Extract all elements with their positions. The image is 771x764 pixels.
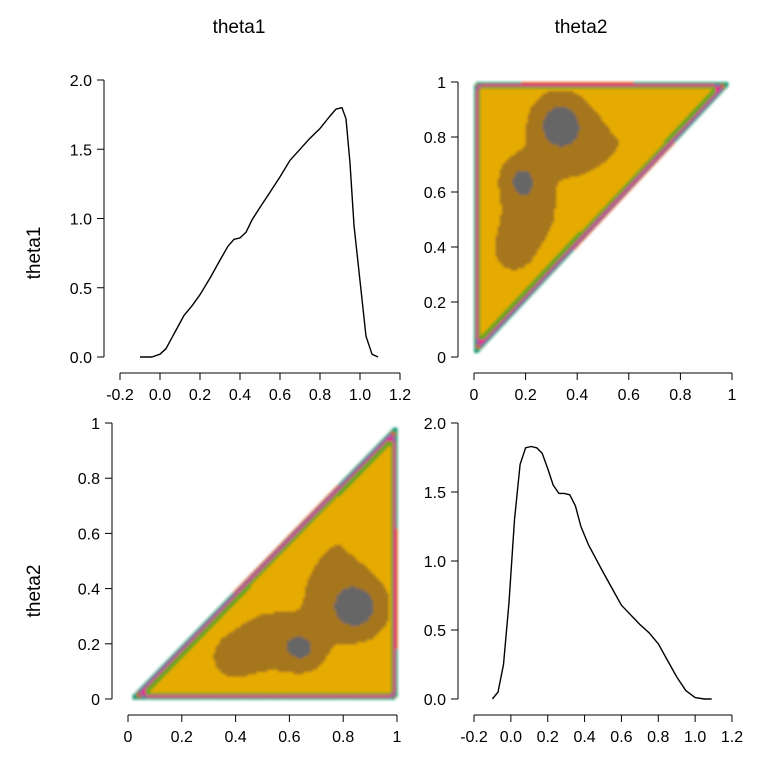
y-tick-label: 2.0: [424, 416, 446, 433]
y-tick-label: 1.5: [424, 485, 446, 502]
x-tick-label: 0.6: [610, 729, 632, 746]
y-tick-label: 0.8: [78, 471, 100, 488]
y-tick-label: 0.5: [70, 281, 92, 298]
x-tick-label: 0.4: [566, 387, 588, 404]
density-panel-theta1: -0.2 0.0 0.2 0.4 0.6 0.8 1.0 1.2 0.0 0.5 1.0 1.5 2.0: [70, 73, 411, 404]
x-tick-label: 0: [124, 729, 133, 746]
y-tick-label: 1.0: [424, 554, 446, 571]
density-panel-theta2: -0.2 0.0 0.2 0.4 0.6 0.8 1.0 1.2 0.0 0.5 1.0 1.5 2.0: [424, 416, 743, 746]
x-axis: 0 0.2 0.4 0.6 0.8 1: [124, 715, 402, 746]
pairs-plot: theta1 theta2 theta1 theta2 -0.2 0.0 0.2 0.…: [0, 0, 771, 759]
x-tick-label: 0.8: [669, 387, 691, 404]
y-tick-label: 1: [91, 416, 100, 433]
x-tick-label: 0.2: [171, 729, 193, 746]
column-header-theta1: theta1: [213, 17, 266, 38]
y-tick-label: 0.0: [424, 692, 446, 709]
x-tick-label: 0.6: [618, 387, 640, 404]
x-tick-label: 0.2: [189, 387, 211, 404]
density-line: [140, 108, 378, 357]
contour-panel-theta2-theta1: 0 0.2 0.4 0.6 0.8 1 0 0.2 0.4 0.6 0.8 1: [424, 75, 737, 404]
x-axis: 0 0.2 0.4 0.6 0.8 1: [470, 373, 737, 404]
x-tick-label: 0.8: [332, 729, 354, 746]
x-tick-label: -0.2: [106, 387, 134, 404]
y-tick-label: 0.6: [424, 185, 446, 202]
y-axis: 0.0 0.5 1.0 1.5 2.0: [424, 416, 458, 709]
y-tick-label: 0.5: [424, 623, 446, 640]
y-tick-label: 1: [437, 75, 446, 92]
y-tick-label: 0: [91, 692, 100, 709]
x-tick-label: 0.0: [149, 387, 171, 404]
y-tick-label: 0.2: [78, 637, 100, 654]
y-tick-label: 2.0: [70, 73, 92, 90]
contour-panel-theta1-theta2: 0 0.2 0.4 0.6 0.8 1 0 0.2 0.4 0.6 0.8 1: [78, 416, 402, 746]
x-tick-label: 0.6: [269, 387, 291, 404]
y-tick-label: 0.8: [424, 130, 446, 147]
density-line: [492, 447, 711, 700]
x-tick-label: 0.6: [278, 729, 300, 746]
y-axis: 0 0.2 0.4 0.6 0.8 1: [424, 75, 458, 367]
column-header-theta2: theta2: [555, 17, 608, 38]
y-tick-label: 0.4: [78, 582, 100, 599]
y-tick-label: 1.0: [70, 212, 92, 229]
x-tick-label: 1.0: [684, 729, 706, 746]
x-tick-label: 1: [393, 729, 402, 746]
x-tick-label: 0.4: [229, 387, 251, 404]
x-axis: -0.2 0.0 0.2 0.4 0.6 0.8 1.0 1.2: [460, 715, 743, 746]
y-axis: 0 0.2 0.4 0.6 0.8 1: [78, 416, 112, 709]
row-header-theta1: theta1: [24, 227, 45, 280]
x-tick-label: -0.2: [460, 729, 488, 746]
y-tick-label: 1.5: [70, 142, 92, 159]
x-tick-label: 0: [470, 387, 479, 404]
x-tick-label: 0.4: [224, 729, 246, 746]
x-tick-label: 0.2: [537, 729, 559, 746]
x-tick-label: 1.0: [349, 387, 371, 404]
x-tick-label: 1.2: [389, 387, 411, 404]
x-tick-label: 0.2: [514, 387, 536, 404]
y-tick-label: 0.6: [78, 526, 100, 543]
row-header-theta2: theta2: [24, 565, 45, 618]
y-tick-label: 0.0: [70, 350, 92, 367]
x-tick-label: 1: [728, 387, 737, 404]
x-tick-label: 1.2: [721, 729, 743, 746]
x-tick-label: 0.0: [500, 729, 522, 746]
y-tick-label: 0.2: [424, 295, 446, 312]
x-tick-label: 0.8: [309, 387, 331, 404]
x-tick-label: 0.8: [647, 729, 669, 746]
y-axis: 0.0 0.5 1.0 1.5 2.0: [70, 73, 104, 367]
y-tick-label: 0: [437, 350, 446, 367]
y-tick-label: 0.4: [424, 240, 446, 257]
x-tick-label: 0.4: [573, 729, 595, 746]
x-axis: -0.2 0.0 0.2 0.4 0.6 0.8 1.0 1.2: [106, 373, 411, 404]
